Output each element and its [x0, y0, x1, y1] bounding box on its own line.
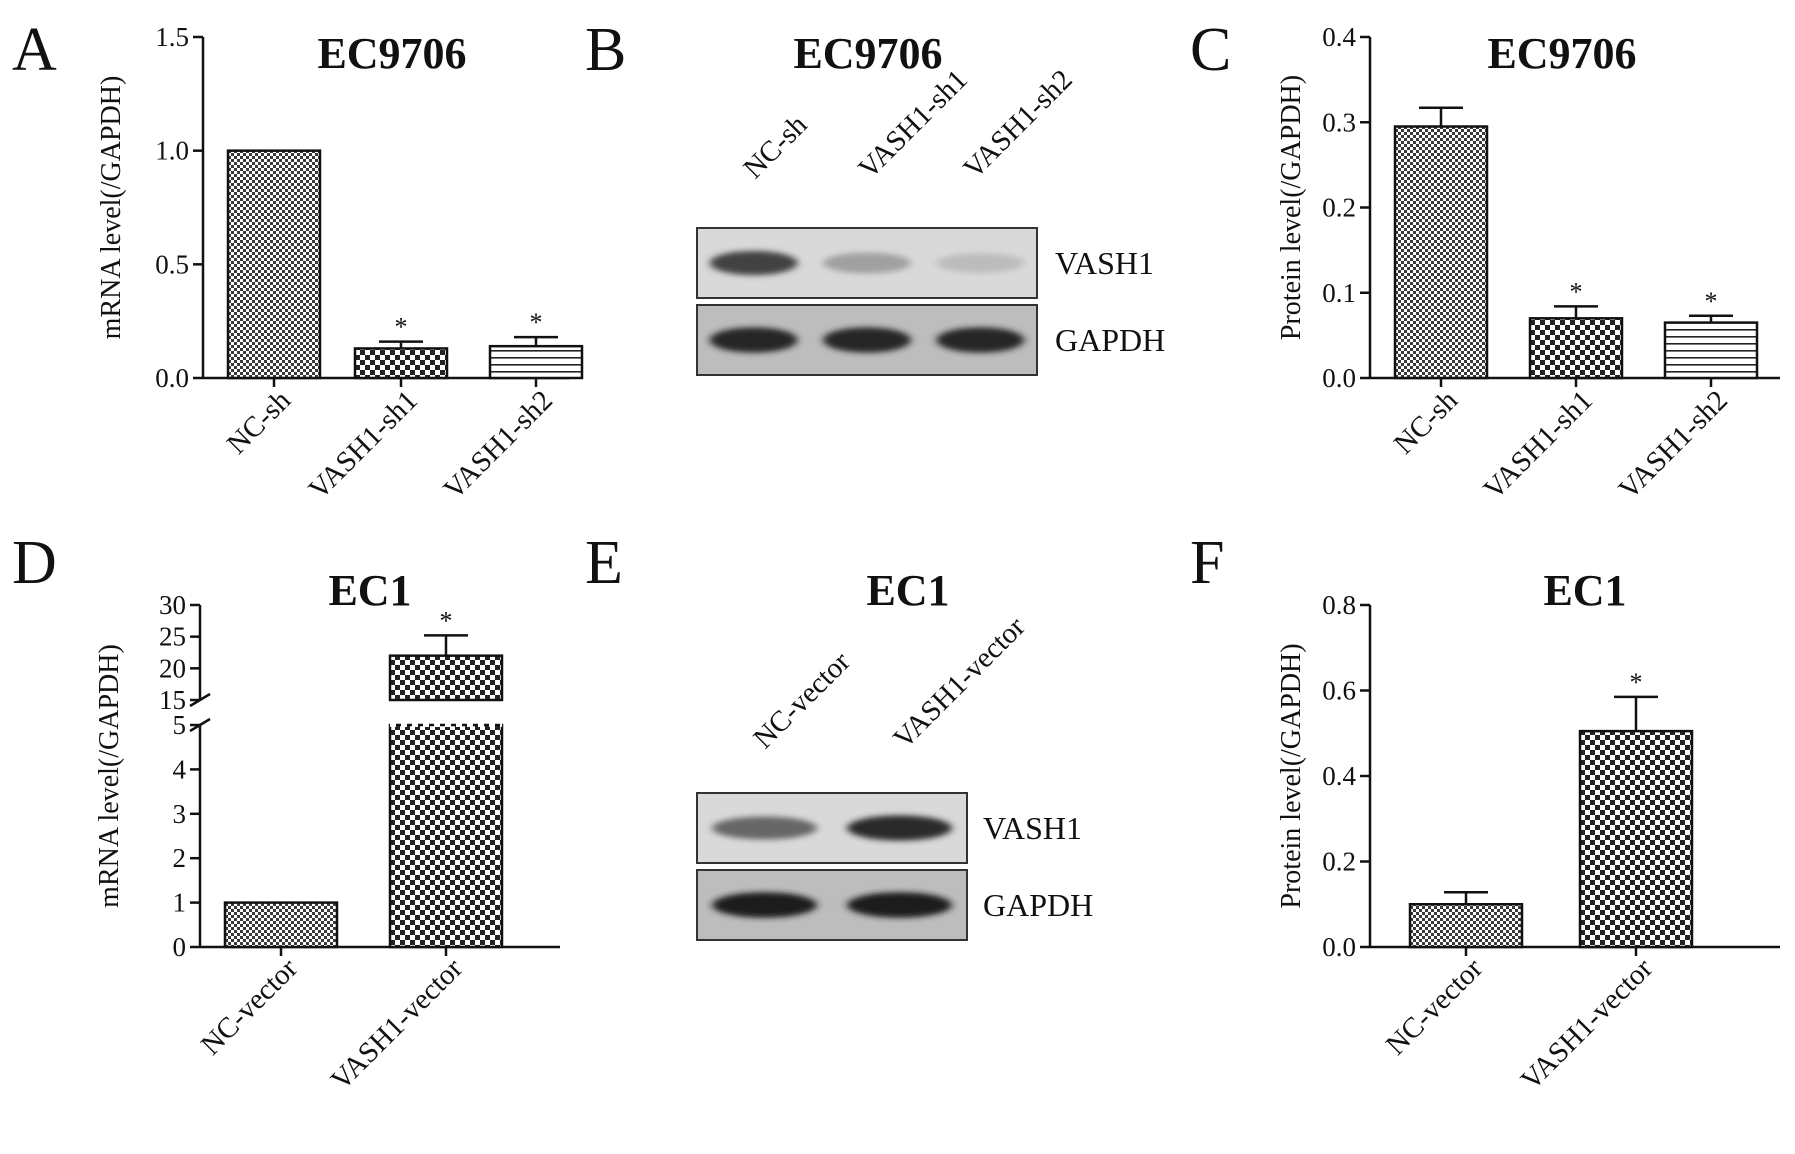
chart-a-category-label: VASH1-sh1 [303, 384, 424, 505]
blot-b-band [823, 327, 911, 353]
chart-a-y-tick-label: 1.0 [155, 136, 189, 166]
chart-a-category-label: NC-sh [221, 384, 298, 461]
chart-d-y-tick-label: 2 [173, 843, 187, 873]
blot-b-band-label: GAPDH [1055, 322, 1165, 358]
chart-f-y-tick-label: 0.6 [1322, 676, 1356, 706]
chart-c-bar [1663, 321, 1759, 380]
panel-letter-b: B [585, 16, 626, 84]
chart-d-y-axis-label: mRNA level(/GAPDH) [94, 644, 125, 908]
chart-d-y-tick-label: 5 [173, 710, 187, 740]
blot-e-title: EC1 [866, 566, 949, 615]
panel-letter-d: D [12, 529, 57, 597]
chart-c-category-label: NC-sh [1388, 384, 1465, 461]
chart-d-y-tick-label: 0 [173, 932, 187, 962]
chart-d-y-tick-label: 15 [159, 685, 186, 715]
blot-b-lane-label: VASH1-sh2 [957, 64, 1078, 185]
chart-f-y-tick-label: 0.4 [1322, 761, 1356, 791]
blot-e-band-label: VASH1 [983, 810, 1082, 846]
chart-a-y-tick-label: 1.5 [155, 22, 189, 52]
chart-c-y-tick-label: 0.1 [1322, 278, 1356, 308]
chart-c-y-tick-label: 0.4 [1322, 22, 1356, 52]
chart-f-category-label: VASH1-vector [1515, 952, 1659, 1096]
blot-e-lane-label: VASH1-vector [887, 611, 1031, 755]
chart-c-significance-star: * [1705, 287, 1718, 316]
chart-a-bar [226, 149, 322, 380]
chart-a-y-tick-label: 0.5 [155, 249, 189, 279]
chart-d-y-tick-label: 4 [173, 754, 187, 784]
panel-letter-e: E [585, 529, 623, 597]
blot-b-lane-label: NC-sh [737, 108, 814, 185]
chart-c-y-axis-label: Protein level(/GAPDH) [1276, 75, 1307, 340]
panel-letter-a: A [12, 16, 57, 84]
chart-d-significance-star: * [440, 606, 453, 635]
chart-a-bar [353, 347, 449, 380]
chart-c-y-tick-label: 0.0 [1322, 363, 1356, 393]
chart-d-y-tick-label: 20 [159, 653, 186, 683]
blot-e-lane-label: NC-vector [747, 646, 856, 755]
chart-a-y-tick-label: 0.0 [155, 363, 189, 393]
blot-e-band [712, 892, 817, 918]
chart-d-bar-upper [388, 654, 504, 702]
chart-d-y-tick-label: 30 [159, 590, 186, 620]
blot-b-band [709, 250, 798, 276]
chart-d-bar-lower [388, 723, 504, 949]
chart-d-bar [223, 901, 339, 949]
chart-f-y-axis-label: Protein level(/GAPDH) [1276, 643, 1307, 908]
chart-panel-a: EC9706 0.0 0.5 1.0 1.5 mRNA level(/GAPDH) NC-s… [96, 22, 584, 506]
blot-b-band [936, 327, 1025, 353]
chart-a-bar [488, 344, 584, 380]
chart-d-category-label: NC-vector [195, 952, 304, 1061]
blot-b-band [936, 253, 1025, 273]
chart-d-y-tick-label: 3 [173, 799, 187, 829]
chart-panel-f: EC1 0.0 0.2 0.4 0.6 0.8 Protein level(/GAPDH) N… [1276, 566, 1780, 1096]
blot-b-band [709, 327, 798, 353]
blot-b-lane-label: VASH1-sh1 [852, 64, 973, 185]
chart-f-y-tick-label: 0.2 [1322, 847, 1356, 877]
chart-a-category-label: VASH1-sh2 [438, 384, 559, 505]
chart-a-significance-star: * [395, 313, 408, 342]
panel-letter-f: F [1190, 529, 1224, 597]
blot-e-band [847, 815, 952, 841]
blot-b-band [823, 252, 911, 274]
blot-e-band [712, 816, 817, 840]
blot-b-title: EC9706 [793, 29, 942, 78]
chart-c-significance-star: * [1570, 277, 1583, 306]
chart-f-significance-star: * [1630, 668, 1643, 697]
chart-f-bar [1408, 903, 1524, 949]
chart-f-y-tick-label: 0.0 [1322, 932, 1356, 962]
panel-letter-c: C [1190, 16, 1231, 84]
chart-d-y-tick-label: 1 [173, 888, 187, 918]
chart-c-bar [1528, 317, 1624, 380]
chart-f-y-tick-label: 0.8 [1322, 590, 1356, 620]
blot-e-band-label: GAPDH [983, 887, 1093, 923]
chart-panel-c: EC9706 0.0 0.1 0.2 0.3 0.4 Protein level(/GAPD… [1276, 22, 1780, 506]
chart-f-title: EC1 [1543, 566, 1626, 615]
chart-f-bar [1578, 729, 1694, 949]
chart-d-category-label: VASH1-vector [325, 952, 469, 1096]
blot-e-band [847, 892, 952, 918]
chart-c-y-tick-label: 0.3 [1322, 107, 1356, 137]
chart-d-y-tick-label: 25 [159, 622, 186, 652]
chart-f-category-label: NC-vector [1380, 952, 1489, 1061]
chart-c-category-label: VASH1-sh1 [1478, 384, 1599, 505]
chart-a-y-axis-label: mRNA level(/GAPDH) [96, 76, 127, 340]
chart-c-title: EC9706 [1487, 29, 1636, 78]
chart-a-title: EC9706 [317, 29, 466, 78]
chart-c-y-tick-label: 0.2 [1322, 193, 1356, 223]
blot-b-band-label: VASH1 [1055, 245, 1154, 281]
chart-c-category-label: VASH1-sh2 [1613, 384, 1734, 505]
chart-d-title: EC1 [328, 566, 411, 615]
chart-a-significance-star: * [530, 308, 543, 337]
chart-c-bar [1393, 125, 1489, 380]
